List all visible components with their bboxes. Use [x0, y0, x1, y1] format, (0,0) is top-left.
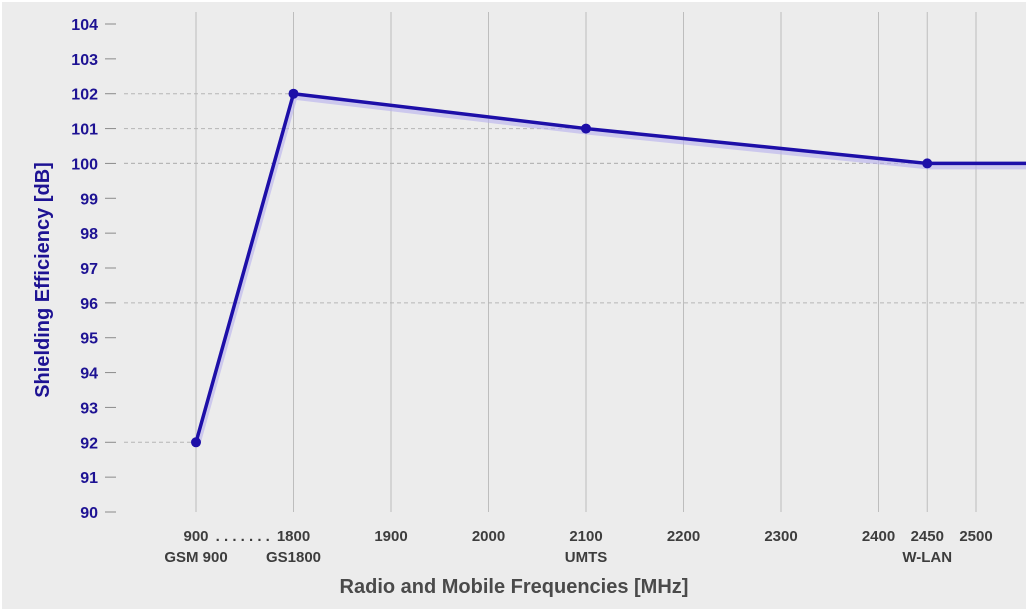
- x-axis-break: . . . . . . .: [216, 528, 270, 545]
- x-axis-title: Radio and Mobile Frequencies [MHz]: [340, 576, 689, 598]
- y-tick-label: 104: [71, 17, 98, 34]
- y-tick-label: 103: [71, 52, 98, 69]
- x-tick-label: 2200: [667, 528, 700, 545]
- x-tick-label: 2100: [569, 528, 602, 545]
- y-tick-label: 102: [71, 87, 98, 104]
- x-sub-label: UMTS: [565, 549, 608, 566]
- y-tick-label: 100: [71, 156, 98, 173]
- data-point: [581, 123, 591, 134]
- y-tick-label: 97: [80, 261, 98, 278]
- series-layer: [191, 88, 1026, 448]
- x-tick-label: 1900: [374, 528, 407, 545]
- y-tick-label: 94: [80, 366, 98, 383]
- y-tick-label: 95: [80, 331, 98, 348]
- y-tick-label: 101: [71, 122, 98, 139]
- x-sub-label: GSM 900: [164, 549, 227, 566]
- y-tick-label: 96: [80, 296, 98, 313]
- x-tick-label: 2450: [911, 528, 944, 545]
- y-axis: 90 91 92 93 94 95 96 97 98 99 100 101 102 103 104: [71, 17, 116, 522]
- y-tick-label: 92: [80, 435, 98, 452]
- x-tick-label: 900: [183, 528, 208, 545]
- x-tick-label: 2400: [862, 528, 895, 545]
- y-tick-label: 99: [80, 191, 98, 208]
- data-point: [288, 88, 299, 99]
- data-point: [922, 158, 933, 169]
- y-tick-label: 98: [80, 226, 98, 243]
- y-tick-label: 90: [80, 505, 98, 522]
- grid-layer: [124, 12, 1026, 512]
- y-tick-label: 91: [80, 470, 98, 487]
- y-axis-title: Shielding Efficiency [dB]: [32, 162, 54, 398]
- x-axis: 9001800190020002100220023002400245025002…: [164, 528, 992, 566]
- data-point: [191, 437, 201, 448]
- x-sub-label: W-LAN: [902, 549, 952, 566]
- x-tick-label: 2300: [764, 528, 797, 545]
- y-tick-label: 93: [80, 400, 98, 417]
- x-tick-label: 1800: [277, 528, 310, 545]
- x-sub-label: GS1800: [266, 549, 321, 566]
- x-tick-label: 2500: [959, 528, 992, 545]
- x-tick-label: 2000: [472, 528, 505, 545]
- series-line: [194, 91, 1026, 443]
- series-line-shadow: [194, 93, 1026, 447]
